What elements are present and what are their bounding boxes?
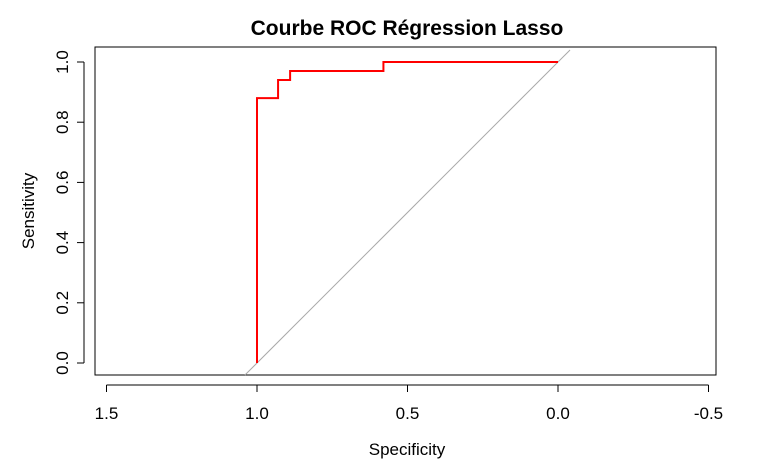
y-tick-label: 0.8 [53, 110, 72, 134]
y-axis: 0.0 0.2 0.4 0.6 0.8 1.0 [53, 50, 85, 375]
y-tick-label: 1.0 [53, 50, 72, 74]
x-tick-label: 0.0 [546, 404, 570, 423]
y-tick-label: 0.4 [53, 231, 72, 255]
y-tick-label: 0.0 [53, 351, 72, 375]
y-axis-label: Sensitivity [19, 172, 38, 249]
x-axis: 1.5 1.0 0.5 0.0 -0.5 [95, 384, 723, 423]
x-tick-label: -0.5 [694, 404, 723, 423]
x-axis-label: Specificity [369, 440, 446, 459]
y-tick-label: 0.6 [53, 171, 72, 195]
y-tick-label: 0.2 [53, 291, 72, 315]
roc-curve-line [256, 61, 558, 363]
x-tick-label: 1.0 [245, 404, 269, 423]
plot-frame [94, 46, 717, 376]
reference-diagonal-line [244, 49, 571, 376]
reference-line-layer [244, 49, 571, 376]
chart-title: Courbe ROC Régression Lasso [251, 17, 564, 40]
x-tick-label: 1.5 [95, 404, 119, 423]
x-tick-label: 0.5 [396, 404, 420, 423]
series-layer [256, 61, 558, 363]
